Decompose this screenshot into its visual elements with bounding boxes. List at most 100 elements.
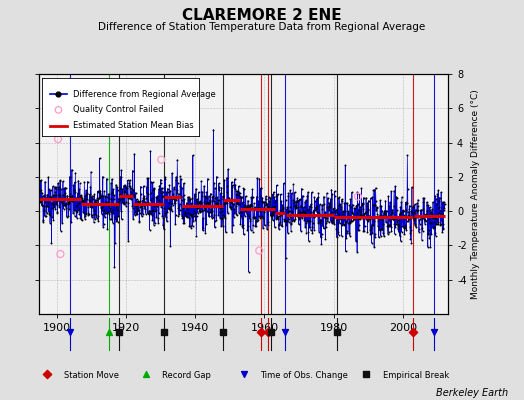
Point bbox=[296, 211, 304, 218]
Point bbox=[151, 208, 159, 215]
Point bbox=[71, 208, 80, 214]
Point bbox=[67, 219, 75, 225]
Point bbox=[364, 206, 372, 212]
Point bbox=[394, 221, 402, 227]
Point bbox=[47, 194, 56, 200]
Point bbox=[56, 178, 64, 184]
Point bbox=[249, 214, 258, 220]
Point bbox=[203, 208, 211, 214]
Point bbox=[347, 218, 355, 224]
Point bbox=[322, 223, 331, 230]
Point bbox=[65, 206, 73, 212]
Point bbox=[250, 215, 258, 221]
Point bbox=[244, 268, 253, 275]
Point bbox=[257, 198, 266, 204]
Point bbox=[301, 210, 310, 216]
Point bbox=[140, 193, 149, 199]
Point bbox=[281, 217, 289, 224]
Point bbox=[45, 209, 53, 215]
Point bbox=[367, 240, 376, 246]
Point bbox=[372, 207, 380, 214]
Point bbox=[382, 219, 390, 226]
Point bbox=[253, 200, 261, 207]
Point bbox=[438, 229, 446, 236]
Point bbox=[406, 223, 414, 230]
Point bbox=[258, 213, 266, 219]
Point bbox=[179, 205, 187, 212]
Point bbox=[43, 200, 52, 206]
Point bbox=[261, 199, 269, 205]
Point bbox=[75, 211, 84, 217]
Point bbox=[241, 207, 249, 214]
Point bbox=[258, 194, 267, 201]
Point bbox=[333, 234, 341, 240]
Point bbox=[289, 181, 298, 188]
Point bbox=[377, 203, 386, 209]
Point bbox=[332, 217, 341, 224]
Point bbox=[90, 211, 98, 218]
Point bbox=[368, 202, 377, 208]
Point bbox=[427, 208, 435, 215]
Point bbox=[69, 182, 78, 189]
Point bbox=[250, 204, 259, 210]
Point bbox=[128, 204, 137, 211]
Point bbox=[326, 218, 335, 224]
Point bbox=[217, 184, 226, 191]
Point bbox=[275, 222, 283, 228]
Point bbox=[301, 198, 309, 205]
Point bbox=[323, 204, 331, 210]
Point bbox=[300, 209, 309, 216]
Point bbox=[74, 207, 82, 213]
Point bbox=[328, 220, 336, 226]
Point bbox=[266, 195, 275, 201]
Point bbox=[315, 210, 323, 216]
Point bbox=[218, 208, 226, 214]
Point bbox=[118, 194, 126, 201]
Point bbox=[209, 192, 217, 199]
Point bbox=[346, 204, 355, 210]
Point bbox=[235, 210, 243, 216]
Point bbox=[178, 196, 187, 203]
Point bbox=[114, 213, 123, 219]
Point bbox=[165, 182, 173, 188]
Point bbox=[81, 193, 90, 200]
Point bbox=[357, 210, 365, 216]
Point bbox=[189, 217, 198, 224]
Point bbox=[352, 213, 360, 219]
Point bbox=[225, 194, 233, 201]
Point bbox=[286, 204, 294, 210]
Point bbox=[309, 212, 317, 218]
Point bbox=[202, 194, 210, 200]
Point bbox=[353, 249, 361, 255]
Point bbox=[194, 202, 202, 208]
Point bbox=[139, 211, 147, 218]
Point bbox=[57, 195, 66, 201]
Point bbox=[81, 213, 90, 219]
Point bbox=[155, 182, 163, 189]
Point bbox=[272, 182, 281, 188]
Point bbox=[113, 206, 121, 213]
Point bbox=[208, 208, 216, 214]
Point bbox=[160, 185, 169, 191]
Point bbox=[298, 209, 307, 215]
Point bbox=[298, 186, 306, 192]
Point bbox=[91, 198, 99, 205]
Text: Quality Control Failed: Quality Control Failed bbox=[73, 106, 164, 114]
Point bbox=[77, 216, 85, 222]
Point bbox=[136, 210, 144, 216]
Point bbox=[209, 126, 217, 133]
Point bbox=[355, 216, 364, 223]
Point bbox=[104, 191, 113, 197]
Point bbox=[379, 213, 387, 219]
Point bbox=[133, 196, 141, 202]
Point bbox=[401, 223, 409, 229]
Point bbox=[272, 193, 280, 199]
Point bbox=[150, 186, 159, 193]
Point bbox=[72, 202, 81, 208]
Point bbox=[343, 220, 352, 226]
Point bbox=[188, 200, 196, 206]
Point bbox=[242, 205, 250, 211]
Point bbox=[95, 195, 103, 201]
Point bbox=[419, 228, 427, 234]
Point bbox=[214, 197, 223, 204]
